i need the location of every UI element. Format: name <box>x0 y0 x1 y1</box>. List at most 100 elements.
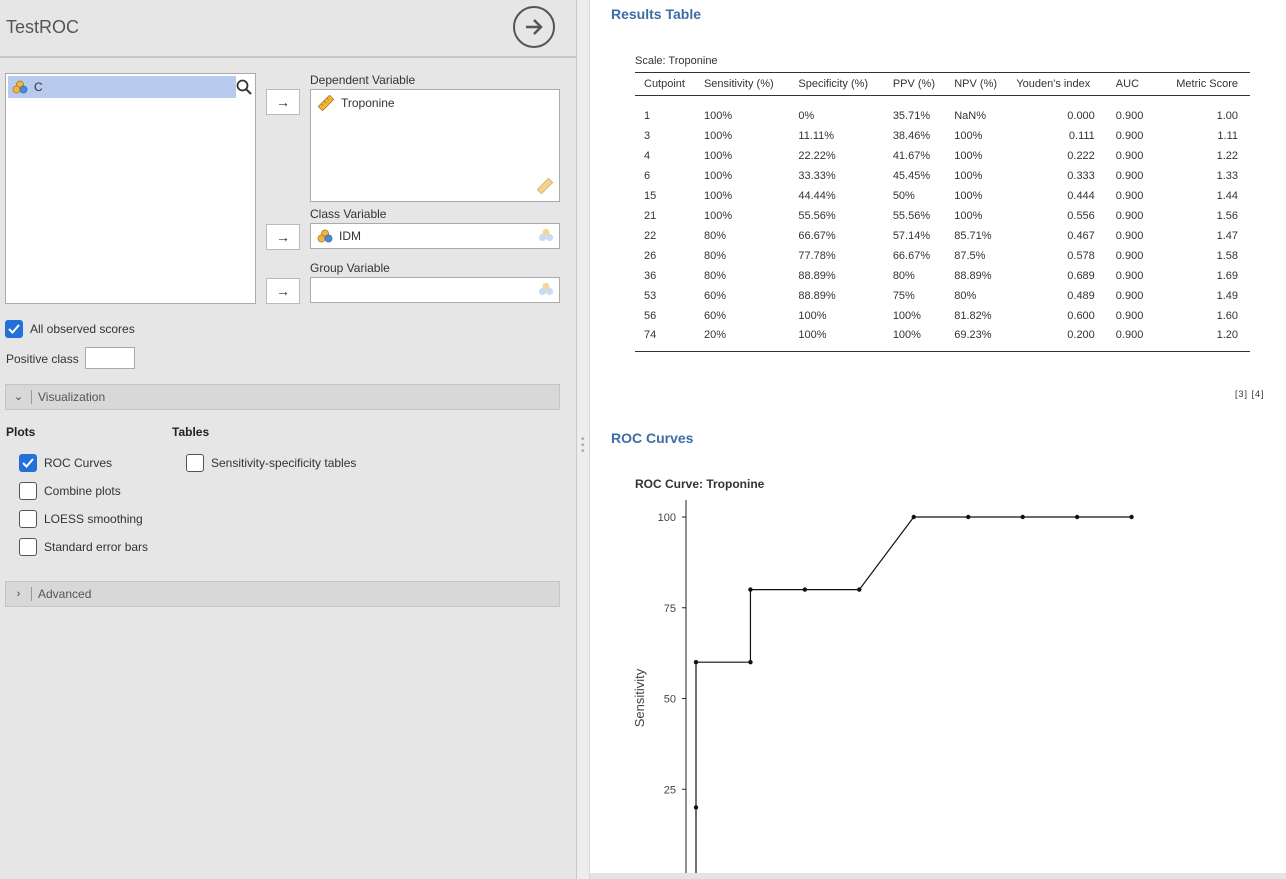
positive-class-label: Positive class <box>6 352 79 366</box>
table-cell: 0.900 <box>1115 289 1144 302</box>
table-cell: 66.67% <box>798 229 836 242</box>
table-cell: 1.44 <box>1216 189 1238 202</box>
reference-links[interactable]: [3] [4] <box>1235 389 1265 399</box>
visualization-section-header[interactable]: ⌄ Visualization <box>5 384 560 410</box>
roc-point <box>693 660 699 665</box>
roc-point <box>857 587 862 592</box>
list-item[interactable]: C <box>8 76 236 98</box>
table-header-row: Cutpoint Sensitivity (%) Specificity (%)… <box>635 72 1250 96</box>
all-observed-scores-checkbox[interactable]: All observed scores <box>5 320 135 338</box>
search-icon[interactable] <box>234 76 254 98</box>
tables-heading: Tables <box>172 425 210 439</box>
checkbox-empty-icon <box>19 482 37 500</box>
table-cell: 80% <box>892 269 915 282</box>
checkbox-empty-icon <box>19 510 37 528</box>
group-variable-box[interactable] <box>310 277 560 303</box>
table-cell: 15 <box>644 189 657 202</box>
list-item[interactable]: IDM <box>317 229 361 243</box>
table-cell: 1.56 <box>1216 209 1238 222</box>
class-variable-box[interactable]: IDM <box>310 223 560 249</box>
table-row: 53 60% 88.89% 75% 80% 0.489 0.900 1.49 <box>635 286 1250 306</box>
variable-name: IDM <box>339 229 361 243</box>
table-cell: 21 <box>644 209 657 222</box>
checkbox-label: Sensitivity-specificity tables <box>211 456 357 470</box>
y-tick-label: 50 <box>664 694 676 706</box>
move-to-class-button[interactable]: → <box>266 224 300 250</box>
variable-list[interactable]: C <box>5 73 256 304</box>
table-cell: 0% <box>798 109 815 122</box>
table-cell: 55.56% <box>892 209 931 222</box>
table-cell: 1 <box>644 109 651 122</box>
checkbox-empty-icon <box>186 454 204 472</box>
nominal-variable-icon <box>12 80 28 94</box>
panel-splitter[interactable]: • • • <box>576 0 590 879</box>
table-cell: 44.44% <box>798 189 836 202</box>
table-cell: 33.33% <box>798 169 836 182</box>
roc-curves-checkbox[interactable]: ROC Curves <box>19 454 112 472</box>
sensitivity-specificity-tables-checkbox[interactable]: Sensitivity-specificity tables <box>186 454 356 472</box>
y-tick-label: 25 <box>664 784 676 796</box>
nominal-type-icon <box>538 282 554 299</box>
advanced-section-header[interactable]: › Advanced <box>5 581 560 607</box>
table-cell: 0.489 <box>1067 289 1095 302</box>
table-cell: 88.89% <box>798 269 836 282</box>
checkbox-label: LOESS smoothing <box>44 512 143 526</box>
horizontal-scrollbar[interactable] <box>590 873 1286 879</box>
variable-name: Troponine <box>341 96 395 110</box>
table-cell: 100% <box>703 149 733 162</box>
roc-chart: 25 50 75 100 Sensitivity <box>632 500 1134 875</box>
table-cell: 1.47 <box>1216 229 1238 242</box>
dependent-variable-box[interactable]: Troponine <box>310 89 560 202</box>
table-row: 21 100% 55.56% 55.56% 100% 0.556 0.900 1.56 <box>635 206 1250 226</box>
table-cell: 0.900 <box>1115 109 1144 122</box>
table-cell: 100% <box>798 309 827 322</box>
table-cell: 88.89% <box>798 289 836 302</box>
chevron-down-icon: ⌄ <box>6 390 32 404</box>
roc-point <box>911 514 916 520</box>
table-cell: 0.578 <box>1067 249 1095 262</box>
class-variable-label: Class Variable <box>310 207 387 221</box>
column-header: PPV (%) <box>883 72 946 96</box>
table-cell: 80% <box>703 269 726 282</box>
table-cell: 100% <box>703 129 733 142</box>
dependent-variable-label: Dependent Variable <box>310 73 416 87</box>
roc-point <box>1020 514 1025 520</box>
checkbox-label: Standard error bars <box>44 540 149 554</box>
table-cell: 1.69 <box>1216 269 1238 282</box>
table-cell: 100% <box>703 109 733 122</box>
table-cell: 35.71% <box>892 109 931 122</box>
table-cell: 0.900 <box>1115 309 1144 322</box>
nominal-variable-icon <box>317 229 333 243</box>
table-cell: 1.49 <box>1216 289 1238 302</box>
roc-point <box>693 805 699 810</box>
section-title: Visualization <box>38 390 106 404</box>
table-cell: 0.900 <box>1115 269 1144 282</box>
results-table: Cutpoint Sensitivity (%) Specificity (%)… <box>635 72 1250 352</box>
move-to-dependent-button[interactable]: → <box>266 89 300 115</box>
standard-error-bars-checkbox[interactable]: Standard error bars <box>19 538 148 556</box>
positive-class-input[interactable] <box>85 347 135 369</box>
table-row: 15 100% 44.44% 50% 100% 0.444 0.900 1.44 <box>635 186 1250 206</box>
combine-plots-checkbox[interactable]: Combine plots <box>19 482 121 500</box>
options-panel: TestROC C → Dependent Variable <box>0 0 576 879</box>
move-to-group-button[interactable]: → <box>266 278 300 304</box>
nominal-type-icon <box>538 228 554 245</box>
loess-smoothing-checkbox[interactable]: LOESS smoothing <box>19 510 143 528</box>
checkbox-checked-icon <box>5 320 23 338</box>
table-cell: 100% <box>954 209 983 222</box>
table-cell: 0.222 <box>1067 149 1095 162</box>
table-cell: 56 <box>644 309 657 322</box>
table-cell: 36 <box>644 269 657 282</box>
table-cell: 6 <box>644 169 651 182</box>
list-item[interactable]: Troponine <box>317 95 395 111</box>
table-cell: 4 <box>644 149 651 162</box>
arrow-right-icon: → <box>276 283 290 299</box>
title-divider <box>0 56 576 58</box>
table-cell: 0.600 <box>1067 309 1095 322</box>
table-cell: 77.78% <box>798 249 836 262</box>
plot-title: ROC Curve: Troponine <box>635 477 765 491</box>
results-panel: Results Table Scale: Troponine Cutpoint … <box>590 0 1286 879</box>
table-row: 3 100% 11.11% 38.46% 100% 0.111 0.900 1.11 <box>635 126 1250 146</box>
run-analysis-button[interactable] <box>513 6 555 48</box>
column-header: Metric Score <box>1150 72 1250 96</box>
